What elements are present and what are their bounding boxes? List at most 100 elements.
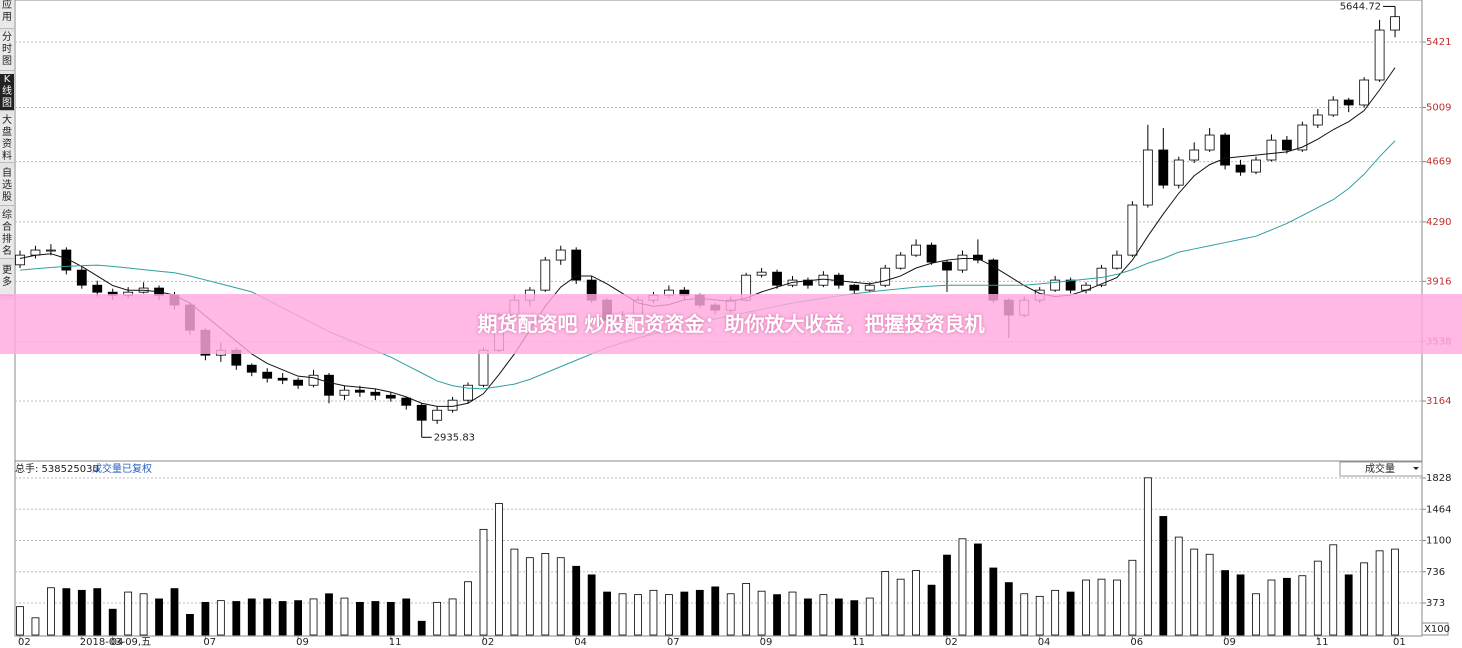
x-tick-label: 04 — [111, 637, 124, 648]
candle-body — [76, 269, 87, 286]
volume-bar — [232, 601, 241, 636]
candle-body — [478, 349, 489, 386]
volume-bar — [958, 538, 967, 636]
candle-body — [864, 284, 875, 291]
volume-bar — [1298, 575, 1307, 636]
volume-bar — [788, 591, 797, 636]
volume-bar — [927, 584, 936, 636]
candle-body — [540, 259, 551, 291]
x-tick-label: 04 — [574, 637, 587, 648]
volume-selector[interactable]: 成交量 — [1365, 462, 1395, 475]
x-tick-label: 09 — [1223, 637, 1236, 648]
volume-bar — [1020, 593, 1029, 636]
volume-bar — [1391, 548, 1399, 636]
candle-body — [1189, 149, 1200, 161]
volume-bar — [665, 594, 673, 636]
volume-bar — [1236, 574, 1245, 636]
candle-body — [973, 254, 983, 261]
moving-average-line — [19, 67, 1396, 407]
volume-bar — [510, 548, 519, 636]
y-tick-label: 5421 — [1426, 37, 1451, 48]
volume-bar — [1159, 516, 1168, 636]
candle-body — [447, 399, 458, 411]
x-tick-label: 02 — [18, 637, 31, 648]
selector-box[interactable] — [1339, 461, 1423, 477]
candle-body — [277, 377, 288, 381]
volume-bar — [1252, 593, 1260, 636]
volume-bar — [881, 571, 890, 636]
volume-bar — [711, 586, 720, 636]
candle-body — [849, 284, 860, 291]
toolbar-button[interactable]: 综合排名 — [0, 210, 14, 259]
x-tick-label: 2018-03-09,五 — [80, 637, 151, 648]
volume-bar — [93, 588, 102, 636]
toolbar-button[interactable]: 自选股 — [0, 168, 14, 206]
x-tick-label: 01 — [1393, 637, 1406, 648]
candle-body — [246, 364, 257, 373]
volume-bar — [1360, 562, 1369, 636]
candle-body — [926, 244, 937, 263]
candle-body — [1312, 114, 1323, 126]
candle-body — [880, 267, 891, 286]
toolbar-button[interactable]: 分时图 — [0, 32, 14, 71]
candle-body — [30, 249, 41, 256]
volume-bar — [201, 601, 210, 636]
candle-body — [818, 274, 829, 286]
candle-body — [1251, 159, 1261, 173]
candle-body — [370, 391, 381, 396]
volume-bar — [278, 601, 287, 636]
toolbar-button[interactable]: 更多 — [0, 265, 14, 296]
volume-bar — [371, 601, 380, 636]
volume-bar — [1004, 582, 1013, 636]
candle-body — [15, 254, 25, 266]
candle-body — [895, 254, 906, 269]
volume-bar — [974, 543, 982, 636]
volume-bar — [634, 594, 642, 636]
candle-body — [1142, 149, 1153, 206]
dropdown-arrow[interactable] — [1413, 467, 1419, 470]
volume-bar — [448, 598, 457, 636]
x-tick-label: 09 — [296, 637, 309, 648]
candle-body — [957, 254, 968, 271]
toolbar-button[interactable]: 大盘资料 — [0, 115, 14, 163]
candle-body — [1235, 164, 1246, 173]
candle-body — [401, 397, 412, 406]
candle-body — [756, 271, 767, 276]
volume-bar — [773, 594, 781, 636]
volume-bar — [355, 601, 364, 636]
volume-bar — [1082, 579, 1090, 636]
candle-body — [1204, 134, 1215, 151]
x-tick-label: 02 — [482, 637, 495, 648]
y-tick-label: 1828 — [1426, 473, 1451, 484]
volume-bar — [16, 606, 24, 636]
volume-bar — [834, 598, 843, 636]
candle-body — [1065, 279, 1076, 291]
volume-bar — [216, 600, 225, 636]
candle-body — [416, 404, 427, 421]
unit-box — [1421, 622, 1449, 636]
toolbar: 应用分时图 K线图大盘资料自选股综合排名更多 — [0, 0, 14, 300]
volume-bar — [819, 594, 828, 636]
candle-body — [385, 394, 396, 399]
y-tick-label: 736 — [1426, 567, 1445, 578]
candle-body — [1359, 79, 1370, 106]
candle-body — [293, 379, 304, 386]
volume-bar — [1205, 553, 1214, 636]
x-tick-label: 02 — [945, 637, 958, 648]
toolbar-button[interactable]: K线图 — [0, 74, 14, 111]
y-tick-label: 4669 — [1426, 157, 1451, 168]
candle-body — [1158, 149, 1169, 186]
volume-bar — [912, 570, 920, 636]
candle-body — [354, 389, 365, 393]
candle-body — [1127, 204, 1138, 256]
candle-body — [1374, 29, 1385, 81]
candle-body — [1266, 139, 1277, 161]
volume-bar — [263, 598, 272, 636]
volume-bar — [1267, 579, 1276, 636]
candle-body — [772, 271, 782, 286]
volume-bar — [1174, 536, 1183, 636]
toolbar-button[interactable]: 应用 — [0, 0, 14, 29]
volume-bar — [340, 597, 349, 636]
volume-bar — [943, 554, 951, 636]
